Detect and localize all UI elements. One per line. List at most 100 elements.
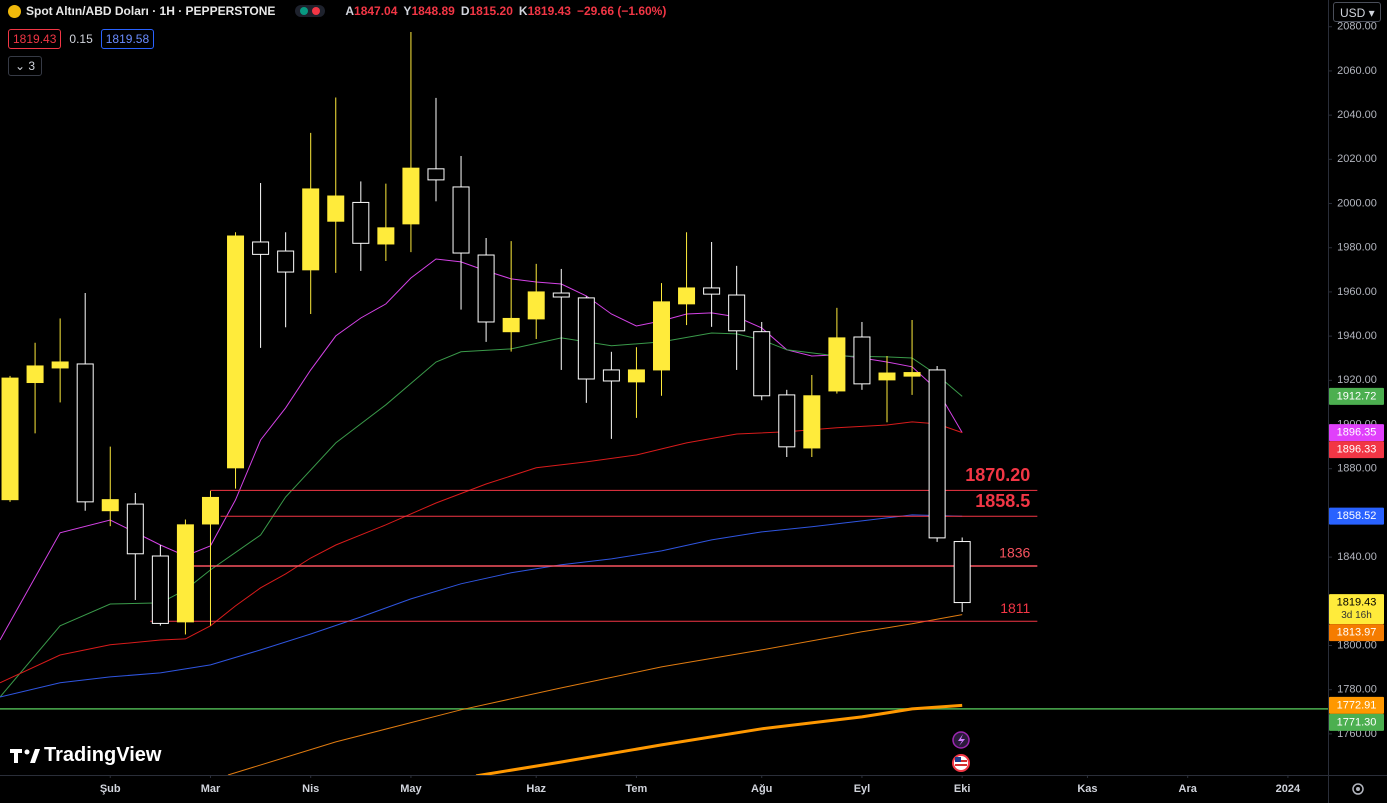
ohlc-value: 1847.04 — [354, 4, 398, 18]
price-tag-label: 1896.35 — [1337, 426, 1377, 438]
candle-body — [903, 372, 921, 377]
candle-body — [327, 195, 345, 222]
moving-average — [0, 514, 963, 698]
price-tag-label: 1912.72 — [1337, 390, 1377, 402]
price-tag — [1329, 594, 1384, 625]
ohlc-value: 1815.20 — [469, 4, 513, 18]
price-tag — [1329, 424, 1384, 442]
legend-header: Spot Altın/ABD Doları · 1H · PEPPERSTONE… — [8, 4, 666, 18]
y-tick-label: 2040.00 — [1337, 109, 1377, 121]
candle-body — [577, 297, 595, 380]
y-tick-label: 1780.00 — [1337, 684, 1377, 696]
x-tick-label: Şub — [100, 783, 121, 795]
price-tag-label: 1819.43 — [1337, 596, 1377, 608]
candle-body — [51, 361, 69, 369]
y-tick-label: 2060.00 — [1337, 65, 1377, 77]
y-tick-label: 1840.00 — [1337, 551, 1377, 563]
level-label: 1858.5 — [975, 491, 1030, 511]
event-icon[interactable] — [952, 731, 970, 749]
candle-body — [452, 186, 470, 254]
candle-body — [352, 201, 370, 244]
ohlc-key: D — [460, 4, 470, 18]
ohlc-value: 1819.43 — [527, 4, 571, 18]
candle-body — [502, 317, 520, 333]
candle-body — [26, 365, 44, 384]
candle-body — [778, 394, 796, 448]
level-label: 1870.20 — [965, 465, 1030, 485]
status-icons — [295, 5, 326, 17]
moving-average — [0, 421, 963, 684]
candle-body — [101, 499, 119, 512]
logo-mark — [10, 749, 40, 763]
symbol-title[interactable]: Spot Altın/ABD Doları · 1H · PEPPERSTONE — [26, 4, 276, 18]
y-tick-label: 1880.00 — [1337, 463, 1377, 475]
candle-body — [176, 524, 194, 623]
candle-body — [151, 555, 169, 624]
flag-icon[interactable] — [952, 754, 970, 772]
market-open-dot — [300, 7, 309, 15]
ohlc-key: A — [345, 4, 355, 18]
candle-body — [126, 503, 144, 555]
candle-body — [477, 254, 495, 323]
brand-logo: TradingView — [44, 744, 162, 766]
candle-body — [728, 294, 746, 332]
candle-body — [678, 287, 696, 305]
candle-body — [377, 227, 395, 245]
candle-body — [227, 235, 245, 469]
settings-icon[interactable] — [1352, 783, 1364, 795]
y-tick-label: 1940.00 — [1337, 330, 1377, 342]
price-tag — [1329, 713, 1384, 731]
price-tag-label: 1896.33 — [1337, 443, 1377, 455]
x-tick-label: Kas — [1077, 783, 1097, 795]
candle-body — [627, 369, 645, 383]
x-tick-label: Mar — [201, 783, 221, 795]
candle-body — [552, 292, 570, 298]
price-tag-label: 1858.52 — [1337, 510, 1377, 522]
x-tick-label: Tem — [626, 783, 648, 795]
currency-label: USD — [1340, 6, 1366, 20]
price-tag — [1329, 696, 1384, 714]
y-tick-label: 1920.00 — [1337, 374, 1377, 386]
moving-average — [0, 258, 963, 641]
ohlc-key: Y — [403, 4, 412, 18]
sell-button[interactable]: 1819.43 — [8, 29, 62, 49]
axes: 1760.001780.001800.001820.001840.001860.… — [100, 21, 1384, 795]
currency-button[interactable]: USD ▾ — [1333, 2, 1381, 22]
candle-body — [753, 331, 771, 397]
ohlc-value: 1848.89 — [411, 4, 455, 18]
y-tick-label: 1800.00 — [1337, 639, 1377, 651]
price-tag-label: 1813.97 — [1337, 626, 1377, 638]
candle-body — [402, 167, 420, 225]
candle-body — [703, 287, 721, 295]
price-change: −29.66 (−1.60%) — [576, 4, 667, 18]
indicators-toggle[interactable]: ⌄ 3 — [8, 56, 43, 76]
candle-body — [201, 496, 219, 525]
y-tick-label: 1960.00 — [1337, 286, 1377, 298]
buy-button[interactable]: 1819.58 — [100, 29, 155, 49]
indicator-count: 3 — [28, 59, 36, 73]
level-label: 1836 — [999, 545, 1030, 561]
candle-body — [953, 541, 971, 604]
x-tick-label: May — [400, 783, 422, 795]
symbol-icon — [8, 4, 21, 18]
price-tag-label: 1771.30 — [1337, 716, 1377, 728]
spread: 0.15 — [69, 32, 93, 46]
data-status-dot — [312, 7, 321, 15]
x-tick-label: Nis — [302, 783, 319, 795]
countdown-label: 3d 16h — [1341, 610, 1372, 621]
x-tick-label: 2024 — [1276, 783, 1301, 795]
candle-body — [427, 168, 445, 181]
price-tag — [1329, 387, 1384, 405]
candle-body — [602, 369, 620, 382]
candle-body — [853, 336, 871, 385]
ohlc-key: K — [518, 4, 528, 18]
moving-average — [475, 703, 963, 775]
y-tick-label: 2000.00 — [1337, 197, 1377, 209]
y-tick-label: 2020.00 — [1337, 153, 1377, 165]
x-tick-label: Eyl — [854, 783, 871, 795]
candle-body — [527, 291, 545, 320]
candle-body — [277, 250, 295, 273]
candle-body — [878, 372, 896, 381]
